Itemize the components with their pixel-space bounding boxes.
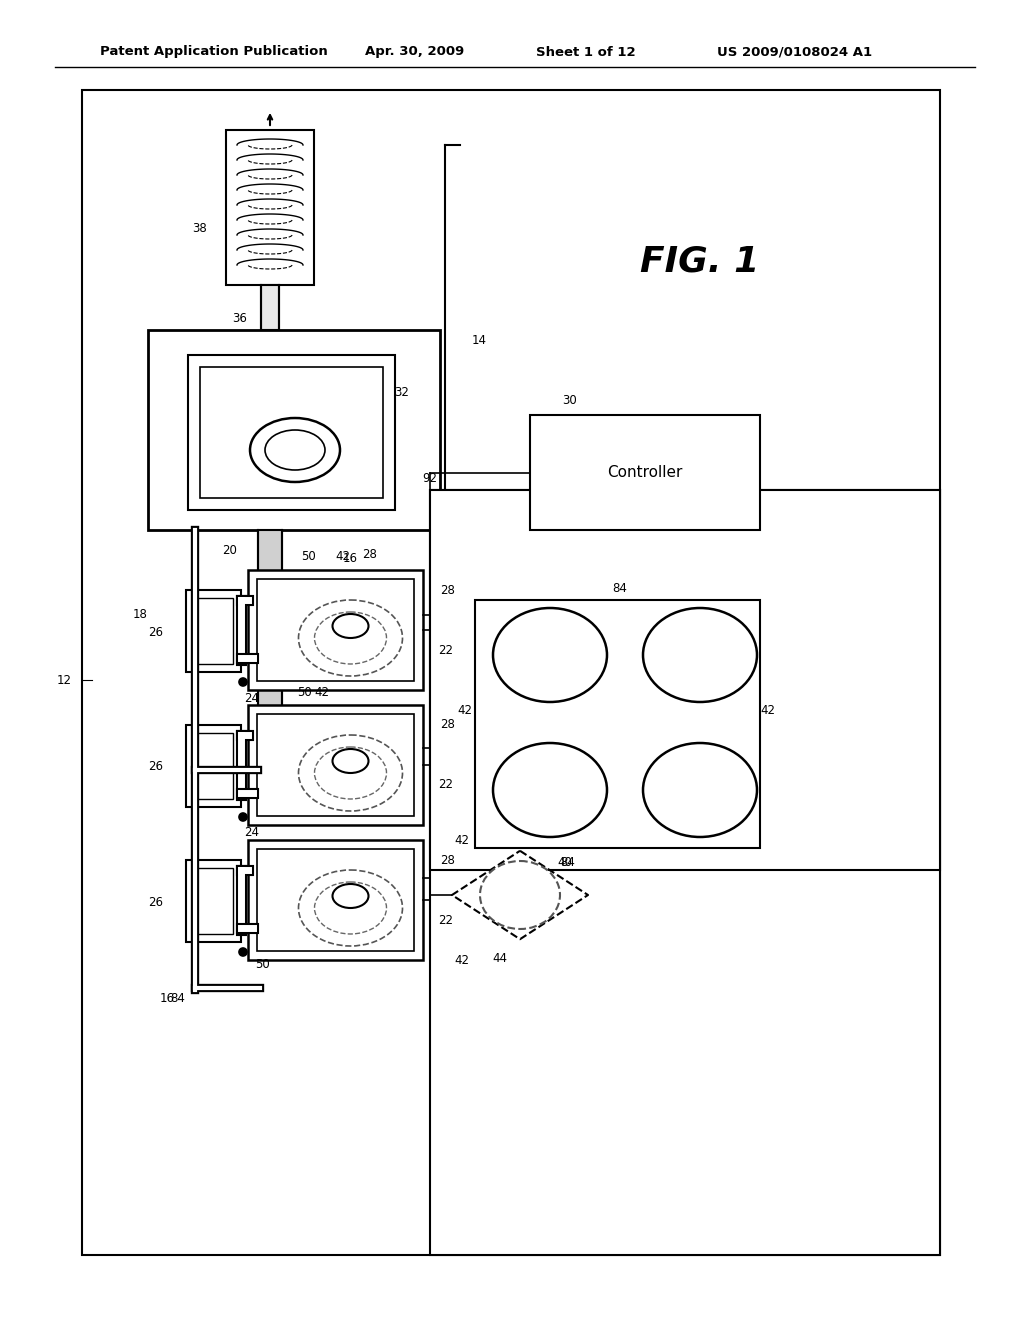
Ellipse shape bbox=[250, 418, 340, 482]
Text: 38: 38 bbox=[193, 222, 208, 235]
Bar bbox=[257, 714, 414, 816]
Bar bbox=[430, 490, 940, 1255]
Ellipse shape bbox=[333, 748, 369, 774]
Text: 84: 84 bbox=[612, 582, 628, 594]
Ellipse shape bbox=[314, 612, 386, 664]
Ellipse shape bbox=[239, 813, 247, 821]
Text: 20: 20 bbox=[222, 544, 237, 557]
Bar bbox=[82, 90, 940, 1255]
Bar bbox=[430, 490, 940, 870]
Text: 36: 36 bbox=[232, 312, 248, 325]
Ellipse shape bbox=[643, 743, 757, 837]
Bar bbox=[530, 414, 760, 531]
Text: 42: 42 bbox=[761, 704, 775, 717]
Text: 16: 16 bbox=[160, 991, 175, 1005]
Text: 16: 16 bbox=[342, 552, 357, 565]
Ellipse shape bbox=[265, 430, 325, 470]
Bar bbox=[186, 861, 241, 942]
Text: 28: 28 bbox=[440, 854, 455, 866]
Text: Controller: Controller bbox=[607, 465, 683, 480]
Text: Patent Application Publication: Patent Application Publication bbox=[100, 45, 328, 58]
Ellipse shape bbox=[643, 609, 757, 702]
Bar bbox=[248, 705, 423, 825]
Bar bbox=[200, 367, 383, 498]
Ellipse shape bbox=[314, 747, 386, 799]
Text: 26: 26 bbox=[148, 626, 163, 639]
Text: 24: 24 bbox=[245, 692, 259, 705]
Text: 14: 14 bbox=[472, 334, 487, 346]
Text: 84: 84 bbox=[171, 991, 185, 1005]
Ellipse shape bbox=[333, 884, 369, 908]
Text: FIG. 1: FIG. 1 bbox=[640, 246, 760, 279]
Ellipse shape bbox=[239, 678, 247, 686]
Bar bbox=[248, 840, 423, 960]
Ellipse shape bbox=[239, 948, 247, 956]
Text: 44: 44 bbox=[493, 952, 508, 965]
Ellipse shape bbox=[299, 735, 402, 810]
Text: Sheet 1 of 12: Sheet 1 of 12 bbox=[536, 45, 636, 58]
Ellipse shape bbox=[299, 870, 402, 946]
Text: 28: 28 bbox=[362, 549, 378, 561]
Text: 42: 42 bbox=[458, 704, 472, 717]
Text: 40: 40 bbox=[557, 855, 572, 869]
Text: 32: 32 bbox=[394, 385, 410, 399]
Text: 26: 26 bbox=[148, 760, 163, 774]
Text: 22: 22 bbox=[438, 644, 453, 656]
Ellipse shape bbox=[314, 882, 386, 935]
Text: 18: 18 bbox=[133, 609, 148, 622]
Bar bbox=[475, 601, 760, 847]
Bar bbox=[194, 869, 233, 935]
Text: 50: 50 bbox=[255, 958, 269, 972]
Text: 12: 12 bbox=[57, 673, 72, 686]
Text: 50: 50 bbox=[298, 685, 312, 698]
Bar bbox=[261, 285, 279, 330]
Text: 42: 42 bbox=[336, 550, 350, 564]
Text: 42: 42 bbox=[455, 953, 469, 966]
Bar bbox=[188, 355, 395, 510]
Ellipse shape bbox=[493, 743, 607, 837]
Text: 84: 84 bbox=[560, 855, 575, 869]
Bar bbox=[186, 590, 241, 672]
Ellipse shape bbox=[493, 609, 607, 702]
Text: 22: 22 bbox=[438, 913, 453, 927]
Bar bbox=[257, 849, 414, 950]
Bar bbox=[148, 330, 440, 531]
Text: 92: 92 bbox=[423, 471, 437, 484]
Bar bbox=[257, 579, 414, 681]
Text: 22: 22 bbox=[438, 779, 453, 792]
Text: 28: 28 bbox=[440, 718, 455, 731]
Bar bbox=[194, 733, 233, 799]
Text: US 2009/0108024 A1: US 2009/0108024 A1 bbox=[717, 45, 872, 58]
Text: Apr. 30, 2009: Apr. 30, 2009 bbox=[365, 45, 464, 58]
Text: 24: 24 bbox=[245, 826, 259, 840]
Bar bbox=[226, 129, 314, 285]
Bar bbox=[194, 598, 233, 664]
Ellipse shape bbox=[299, 601, 402, 676]
Ellipse shape bbox=[333, 614, 369, 638]
Bar bbox=[258, 531, 282, 770]
Bar bbox=[248, 570, 423, 690]
Text: 50: 50 bbox=[301, 550, 315, 564]
Text: 26: 26 bbox=[148, 895, 163, 908]
Text: 28: 28 bbox=[440, 583, 455, 597]
Text: 30: 30 bbox=[562, 393, 578, 407]
Text: 42: 42 bbox=[314, 685, 330, 698]
Bar bbox=[186, 725, 241, 807]
Text: 42: 42 bbox=[455, 833, 469, 846]
Ellipse shape bbox=[480, 861, 560, 929]
